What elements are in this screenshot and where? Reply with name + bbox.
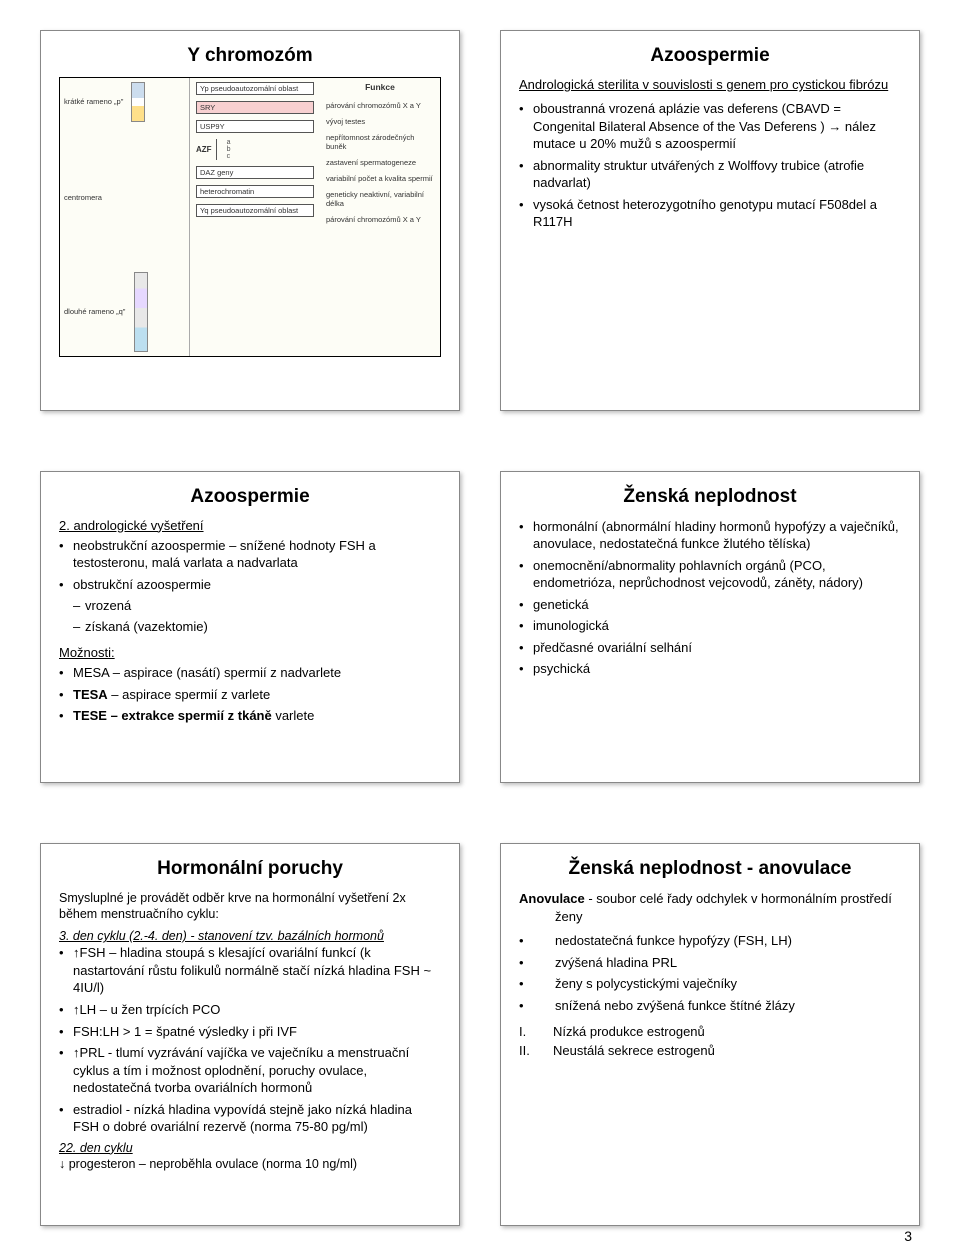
options-label: Možnosti: [59,645,441,660]
centromere-label: centromera [64,193,185,202]
list-item: TESA – aspirace spermií z varlete [59,686,441,704]
slide-hormonalni-poruchy: Hormonální poruchy Smysluplné je provádě… [40,843,460,1226]
short-arm-bar [131,82,145,122]
lead-text: Anovulace - soubor celé řady odchylek v … [519,890,901,926]
day3-bullets: ↑FSH – hladina stoupá s klesající ovariá… [59,944,441,1135]
list-item: ženy s polycystickými vaječníky [519,975,901,993]
gene-daz: DAZ geny [196,166,314,179]
slide-title: Azoospermie [519,45,901,67]
list-item: zvýšená hladina PRL [519,954,901,972]
slide-title: Azoospermie [59,486,441,508]
slide-azoospermie-cf: Azoospermie Andrologická sterilita v sou… [500,30,920,411]
long-arm-label: dlouhé rameno „q" [64,272,185,352]
slide-y-chromozom: Y chromozóm krátké rameno „p" centromera… [40,30,460,411]
list-item: hormonální (abnormální hladiny hormonů h… [519,518,901,553]
list-item: získaná (vazektomie) [59,618,441,636]
slide-anovulace: Ženská neplodnost - anovulace Anovulace … [500,843,920,1226]
gene-yq-pseudo: Yq pseudoautozomální oblast [196,204,314,217]
gene-heterochromatin: heterochromatin [196,185,314,198]
slide-title: Ženská neplodnost [519,486,901,508]
list-item: vysoká četnost heterozygotního genotypu … [519,196,901,231]
slide-title: Y chromozóm [59,45,441,67]
roman-item: II.Neustálá sekrece estrogenů [519,1043,901,1058]
slide-azoospermie-androl: Azoospermie 2. andrologické vyšetření ne… [40,471,460,783]
list-item: obstrukční azoospermie [59,576,441,594]
roman-item: I.Nízká produkce estrogenů [519,1024,901,1039]
list-item: neobstrukční azoospermie – snížené hodno… [59,537,441,572]
day3-label: 3. den cyklu (2.-4. den) - stanovení tzv… [59,928,441,944]
page-number: 3 [904,1228,912,1244]
slide-title: Ženská neplodnost - anovulace [519,858,901,880]
list-item: snížená nebo zvýšená funkce štítné žlázy [519,997,901,1015]
day22-bullet: ↓ progesteron – neproběhla ovulace (norm… [59,1156,441,1172]
slide-lead: 2. andrologické vyšetření [59,518,441,533]
roman-list: I.Nízká produkce estrogenů II.Neustálá s… [519,1024,901,1058]
bullet-list: hormonální (abnormální hladiny hormonů h… [519,518,901,678]
bullet-list: nedostatečná funkce hypofýzy (FSH, LH) z… [519,932,901,1014]
list-item: genetická [519,596,901,614]
list-item: estradiol - nízká hladina vypovídá stejn… [59,1101,441,1136]
day22-label: 22. den cyklu [59,1140,441,1156]
list-item: vrozená [59,597,441,615]
list-item: oboustranná vrozená aplázie vas deferens… [519,100,901,153]
slide-lead: Andrologická sterilita v souvislosti s g… [519,77,901,92]
diagram-right-column: Funkce párování chromozómů X a Y vývoj t… [320,78,440,356]
gene-yp-pseudo: Yp pseudoautozomální oblast [196,82,314,95]
list-item: FSH:LH > 1 = špatné výsledky i při IVF [59,1023,441,1041]
bullet-list: oboustranná vrozená aplázie vas deferens… [519,100,901,231]
list-item: abnormality struktur utvářených z Wolffo… [519,157,901,192]
list-item: ↑LH – u žen trpících PCO [59,1001,441,1019]
slide-title: Hormonální poruchy [59,858,441,880]
diagram-left-column: krátké rameno „p" centromera dlouhé rame… [60,78,190,356]
slide-zenska-neplodnost: Ženská neplodnost hormonální (abnormální… [500,471,920,783]
long-arm-bar [134,272,148,352]
list-item: předčasné ovariální selhání [519,639,901,657]
chromosome-diagram: krátké rameno „p" centromera dlouhé rame… [59,77,441,357]
list-item: nedostatečná funkce hypofýzy (FSH, LH) [519,932,901,950]
gene-sry: SRY [196,101,314,114]
page: Y chromozóm krátké rameno „p" centromera… [0,0,960,1256]
list-item: ↑PRL - tlumí vyzrávání vajíčka ve vaječn… [59,1044,441,1097]
list-item: imunologická [519,617,901,635]
diagram-mid-column: Yp pseudoautozomální oblast SRY USP9Y AZ… [190,78,320,356]
bullet-list-1: neobstrukční azoospermie – snížené hodno… [59,537,441,636]
short-arm-label: krátké rameno „p" [64,82,185,122]
azf-label: AZF [196,145,212,154]
list-item: psychická [519,660,901,678]
function-header: Funkce [326,82,434,92]
list-item: TESE – extrakce spermií z tkáně varlete [59,707,441,725]
list-item: onemocnění/abnormality pohlavních orgánů… [519,557,901,592]
list-item: MESA – aspirace (nasátí) spermií z nadva… [59,664,441,682]
gene-usp9y: USP9Y [196,120,314,133]
bullet-list-2: MESA – aspirace (nasátí) spermií z nadva… [59,664,441,725]
list-item: ↑FSH – hladina stoupá s klesající ovariá… [59,944,441,997]
intro-text: Smysluplné je provádět odběr krve na hor… [59,890,441,923]
